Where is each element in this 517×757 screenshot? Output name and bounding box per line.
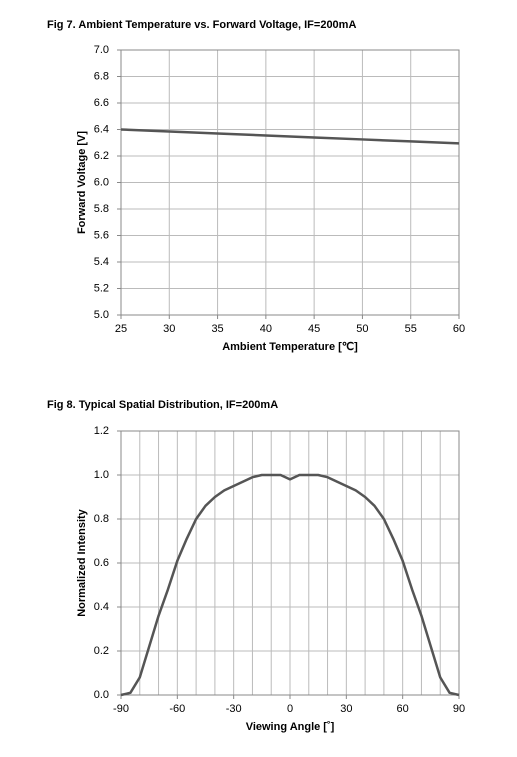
y-tick-label: 6.8 xyxy=(94,70,109,82)
data-line xyxy=(120,473,460,697)
x-tick-label: 35 xyxy=(211,323,223,335)
x-tick-label: 30 xyxy=(340,703,352,715)
x-tick-label: 25 xyxy=(115,323,127,335)
plot-frame xyxy=(120,430,460,696)
x-tick-label: 0 xyxy=(287,703,293,715)
x-tick-label: 90 xyxy=(453,703,465,715)
y-tick-label: 5.6 xyxy=(94,229,109,241)
y-tick-label: 0.2 xyxy=(94,645,109,657)
x-tick-label: 50 xyxy=(356,323,368,335)
y-tick-label: 0.4 xyxy=(94,601,109,613)
y-tick-label: 6.4 xyxy=(94,123,109,135)
y-tick-label: 5.8 xyxy=(94,203,109,215)
y-tick-label: 5.4 xyxy=(94,256,109,268)
x-tick-label: 60 xyxy=(397,703,409,715)
x-tick-label: -30 xyxy=(226,703,242,715)
y-tick-label: 5.0 xyxy=(94,309,109,321)
y-tick-label: 0.0 xyxy=(94,689,109,701)
y-tick-label: 1.0 xyxy=(94,469,109,481)
y-tick-label: 6.2 xyxy=(94,150,109,162)
x-tick-label: 40 xyxy=(260,323,272,335)
x-tick-label: -60 xyxy=(169,703,185,715)
data-line xyxy=(120,128,460,145)
x-tick-label: -90 xyxy=(113,703,129,715)
y-axis-title: Normalized Intensity xyxy=(76,508,88,616)
y-tick-label: 6.6 xyxy=(94,97,109,109)
y-tick-label: 0.6 xyxy=(94,557,109,569)
chart-title: Fig 7. Ambient Temperature vs. Forward V… xyxy=(47,19,356,31)
y-tick-label: 1.2 xyxy=(94,425,109,437)
y-tick-label: 7.0 xyxy=(94,44,109,56)
x-tick-label: 30 xyxy=(163,323,175,335)
x-axis-title: Ambient Temperature [℃] xyxy=(222,341,358,353)
plot-frame xyxy=(120,49,460,316)
x-axis-title: Viewing Angle [˚] xyxy=(246,721,335,733)
chart-title: Fig 8. Typical Spatial Distribution, IF=… xyxy=(47,399,278,411)
y-tick-label: 5.2 xyxy=(94,282,109,294)
x-tick-label: 60 xyxy=(453,323,465,335)
x-tick-label: 45 xyxy=(308,323,320,335)
y-tick-label: 0.8 xyxy=(94,513,109,525)
x-tick-label: 55 xyxy=(405,323,417,335)
y-tick-label: 6.0 xyxy=(94,176,109,188)
y-axis-title: Forward Voltage [V] xyxy=(76,131,88,234)
